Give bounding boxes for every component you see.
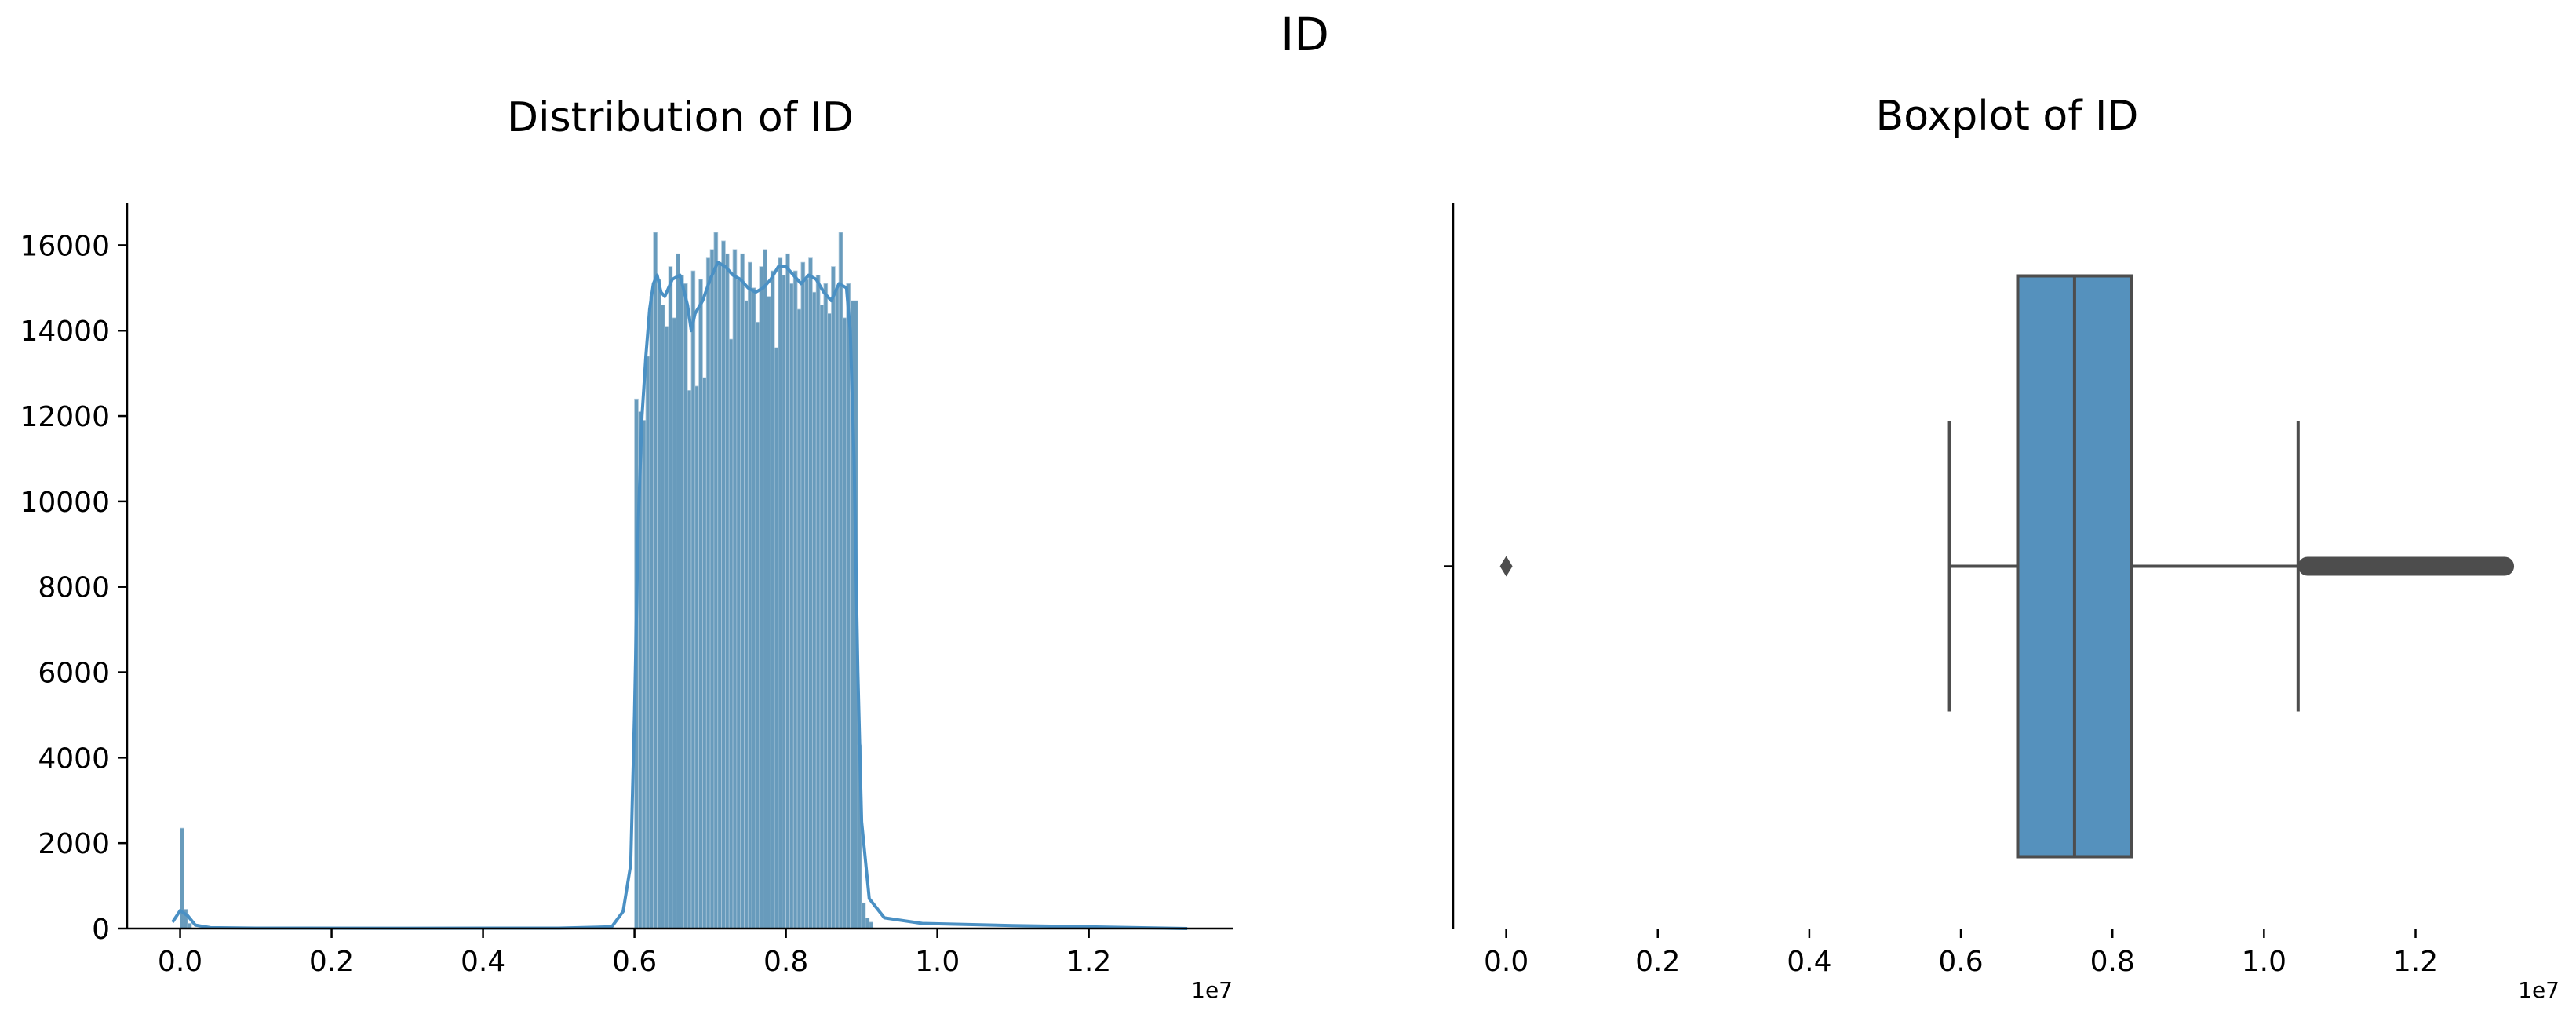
histogram-bar bbox=[865, 917, 870, 929]
histogram-bar bbox=[668, 266, 673, 929]
histogram-bar bbox=[811, 291, 817, 929]
histogram-y-tick-label: 8000 bbox=[38, 572, 110, 604]
boxplot-x-tick-label: 1.2 bbox=[2393, 946, 2438, 978]
boxplot-x-tick-label: 0.6 bbox=[1938, 946, 1983, 978]
histogram-bar bbox=[823, 283, 829, 929]
histogram-bar bbox=[680, 275, 684, 929]
histogram-bar bbox=[744, 300, 749, 929]
histogram-bar bbox=[774, 347, 779, 929]
histogram-bar bbox=[815, 275, 821, 929]
histogram-bar bbox=[709, 249, 715, 929]
histogram-bar bbox=[778, 257, 783, 929]
histogram-bar bbox=[842, 317, 847, 929]
histogram-y-tick-label: 2000 bbox=[38, 828, 110, 860]
histogram-bar bbox=[645, 356, 650, 929]
histogram-title: Distribution of ID bbox=[507, 94, 854, 141]
histogram-x-tick-label: 0.4 bbox=[461, 946, 505, 978]
histogram-bar bbox=[834, 287, 840, 929]
histogram-bar bbox=[736, 279, 741, 929]
histogram-bar bbox=[653, 232, 658, 929]
histogram-bar bbox=[763, 249, 767, 929]
boxplot-outliers-high bbox=[2297, 556, 2515, 576]
histogram-bar bbox=[705, 257, 711, 929]
histogram-bar bbox=[660, 305, 665, 929]
histogram-bar bbox=[819, 305, 825, 929]
histogram-x-tick-label: 1.0 bbox=[915, 946, 960, 978]
histogram-y-tick-label: 12000 bbox=[20, 401, 110, 433]
boxplot-x-tick-label: 0.8 bbox=[2090, 946, 2135, 978]
histogram-y-tick-label: 4000 bbox=[38, 743, 110, 775]
histogram-bar bbox=[672, 317, 677, 929]
histogram-bar bbox=[804, 279, 809, 929]
histogram-bar bbox=[796, 308, 802, 929]
histogram-bar bbox=[702, 377, 707, 929]
histogram-y-tick-label: 16000 bbox=[20, 230, 110, 262]
histogram-bars bbox=[180, 232, 873, 929]
histogram-x-tick-label: 1.2 bbox=[1066, 946, 1111, 978]
histogram-bar bbox=[767, 296, 771, 929]
histogram-bar bbox=[782, 275, 787, 929]
histogram-y-tick-label: 14000 bbox=[20, 316, 110, 348]
histogram-bar bbox=[728, 338, 734, 929]
histogram-bar bbox=[740, 253, 745, 929]
boxplot-panel: Boxplot of ID 0.0 0.2 0.4 0.6 0.8 1.0 1.2 1e7 bbox=[1444, 93, 2560, 1003]
figure-title: ID bbox=[1281, 8, 1329, 61]
boxplot-x-offset-label: 1e7 bbox=[2518, 977, 2560, 1003]
histogram-bar bbox=[785, 253, 790, 929]
boxplot-x-tick-label: 0.0 bbox=[1484, 946, 1528, 978]
histogram-bar bbox=[792, 270, 798, 929]
histogram-kde-line bbox=[171, 261, 1188, 930]
histogram-bar bbox=[721, 240, 726, 929]
histogram-axes: 0.0 0.2 0.4 0.6 0.8 1.0 1.2 0 2000 4000 6000 8000 10… bbox=[20, 203, 1233, 978]
histogram-panel: Distribution of ID 0.0 0.2 0.4 0.6 0.8 1.0 1.2… bbox=[20, 94, 1233, 1003]
histogram-bar bbox=[838, 232, 843, 929]
boxplot-axes: 0.0 0.2 0.4 0.6 0.8 1.0 1.2 bbox=[1444, 203, 2438, 978]
boxplot-x-tick-label: 1.0 bbox=[2242, 946, 2286, 978]
histogram-bar bbox=[800, 261, 806, 929]
histogram-y-tick-label: 0 bbox=[92, 914, 110, 946]
histogram-bar bbox=[770, 270, 775, 929]
histogram-bar bbox=[690, 270, 696, 929]
histogram-bar bbox=[713, 232, 719, 929]
histogram-y-tick-label: 6000 bbox=[38, 658, 110, 690]
histogram-bar bbox=[683, 283, 688, 929]
histogram-bar bbox=[827, 313, 832, 929]
histogram-bar bbox=[747, 261, 752, 929]
histogram-x-tick-label: 0.0 bbox=[158, 946, 202, 978]
histogram-bar bbox=[698, 279, 703, 929]
histogram-bar bbox=[789, 283, 794, 929]
histogram-x-tick-label: 0.6 bbox=[612, 946, 657, 978]
histogram-bar bbox=[751, 287, 756, 929]
histogram-bar bbox=[846, 283, 851, 929]
histogram-bar bbox=[664, 326, 669, 929]
histogram-bar bbox=[676, 253, 680, 929]
histogram-bar bbox=[687, 390, 692, 929]
histogram-bar bbox=[694, 385, 700, 929]
histogram-bar bbox=[759, 266, 764, 929]
histogram-x-tick-label: 0.8 bbox=[763, 946, 808, 978]
boxplot-x-tick-label: 0.4 bbox=[1787, 946, 1831, 978]
histogram-x-offset-label: 1e7 bbox=[1191, 977, 1233, 1003]
histogram-bar bbox=[725, 253, 730, 929]
histogram-bar bbox=[641, 420, 647, 929]
histogram-bar bbox=[732, 249, 738, 929]
histogram-bar bbox=[657, 279, 661, 929]
histogram-bar bbox=[649, 296, 654, 929]
histogram-bar bbox=[808, 257, 813, 929]
histogram-x-tick-label: 0.2 bbox=[309, 946, 354, 978]
boxplot-marks bbox=[1499, 274, 2515, 859]
histogram-y-tick-label: 10000 bbox=[20, 487, 110, 519]
boxplot-x-tick-label: 0.2 bbox=[1635, 946, 1680, 978]
histogram-bar bbox=[831, 266, 836, 929]
boxplot-outlier bbox=[1499, 556, 1513, 577]
histogram-bar bbox=[717, 261, 722, 929]
histogram-bar bbox=[755, 321, 760, 929]
histogram-bar bbox=[861, 902, 866, 929]
boxplot-title: Boxplot of ID bbox=[1876, 93, 2139, 140]
